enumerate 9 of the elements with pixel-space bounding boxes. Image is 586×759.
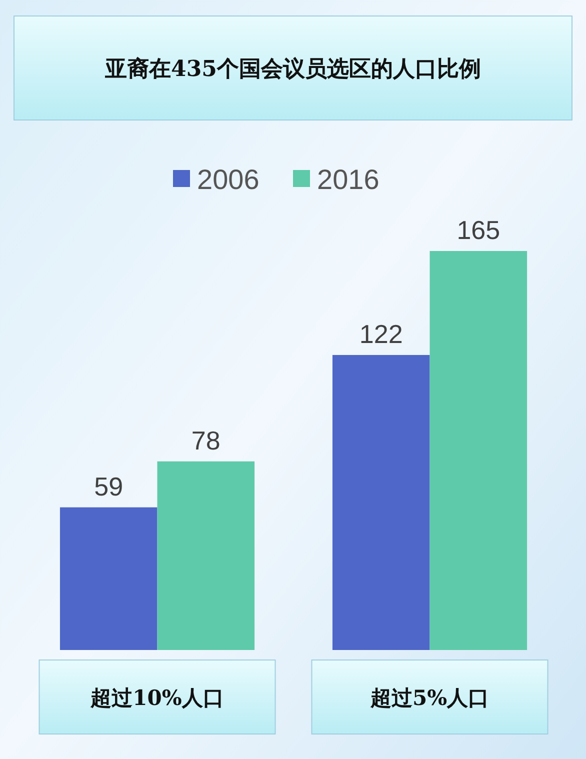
legend-label: 2006 — [197, 164, 260, 195]
data-label: 78 — [191, 425, 220, 456]
data-label: 165 — [456, 215, 500, 245]
data-label: 122 — [359, 318, 403, 349]
data-label: 59 — [94, 471, 124, 502]
x-tick-label: 超过5%人口 — [369, 685, 490, 710]
chart-title: 亚裔在435个国会议员选区的人口比例 — [104, 56, 481, 82]
legend-label: 2016 — [317, 164, 380, 195]
x-tick-label: 超过10%人口 — [90, 685, 224, 710]
